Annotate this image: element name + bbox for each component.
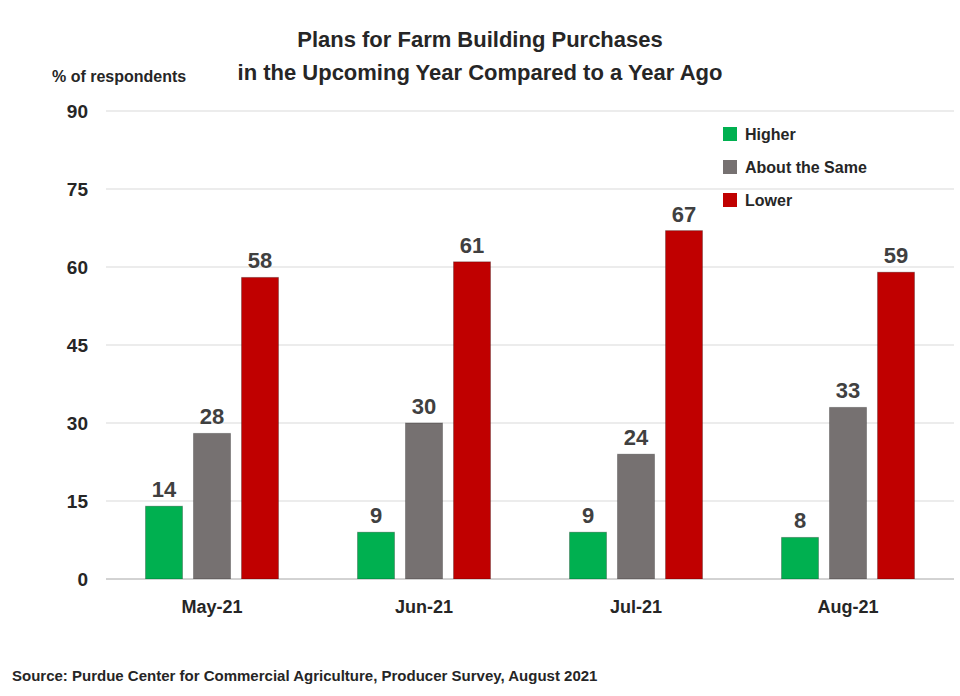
x-tick-label: Jun-21 [395,597,453,617]
y-tick-label: 90 [67,101,88,122]
legend-swatch [723,160,737,174]
bar [666,231,703,579]
bar [618,454,655,579]
chart: Plans for Farm Building Purchases in the … [0,0,960,696]
grid-line [106,267,954,268]
bar [406,423,443,579]
bar [570,532,607,579]
x-tick-label: Jul-21 [610,597,662,617]
grid-line [106,345,954,346]
y-tick-label: 75 [67,179,89,200]
grid-line [106,189,954,190]
bars [146,231,915,579]
data-label: 8 [794,508,806,533]
title-line: in the Upcoming Year Compared to a Year … [238,60,723,85]
bar [146,506,183,579]
legend: Higher About the Same Lower [723,126,867,209]
source-note: Source: Purdue Center for Commercial Agr… [12,667,597,684]
data-label: 24 [624,425,649,450]
y-axis-label: % of respondents [52,68,186,85]
title: Plans for Farm Building Purchases in the … [238,27,723,85]
data-label: 30 [412,394,436,419]
data-label: 9 [582,503,594,528]
y-tick-label: 60 [67,257,88,278]
y-tick-label: 15 [67,491,89,512]
grid-line [106,111,954,112]
legend-swatch [723,193,737,207]
data-label: 9 [370,503,382,528]
x-tick-label: Aug-21 [817,597,878,617]
grid [106,111,954,579]
data-label: 61 [460,233,484,258]
grid-line [106,423,954,424]
legend-label: About the Same [745,159,867,176]
bar [454,262,491,579]
data-labels: 14 28 58 9 30 61 9 24 67 8 33 59 [152,202,908,534]
page: {"chart_data": {"type": "bar", "title": … [0,0,960,696]
legend-label: Lower [745,192,792,209]
data-label: 28 [200,404,224,429]
x-tick-label: May-21 [181,597,242,617]
title-line: Plans for Farm Building Purchases [297,27,663,52]
grid-line [106,501,954,502]
y-tick-label: 45 [67,335,89,356]
y-tick-label: 0 [77,569,88,590]
data-label: 14 [152,477,177,502]
bar [878,272,915,579]
bar [358,532,395,579]
data-label: 33 [836,378,860,403]
data-label: 58 [248,248,272,273]
bar [782,537,819,579]
legend-label: Higher [745,126,796,143]
data-label: 59 [884,243,908,268]
background [0,0,960,696]
bar [194,433,231,579]
grid-line [106,579,954,580]
data-label: 67 [672,202,696,227]
bar [830,407,867,579]
legend-swatch [723,127,737,141]
y-tick-label: 30 [67,413,88,434]
bar [242,277,279,579]
